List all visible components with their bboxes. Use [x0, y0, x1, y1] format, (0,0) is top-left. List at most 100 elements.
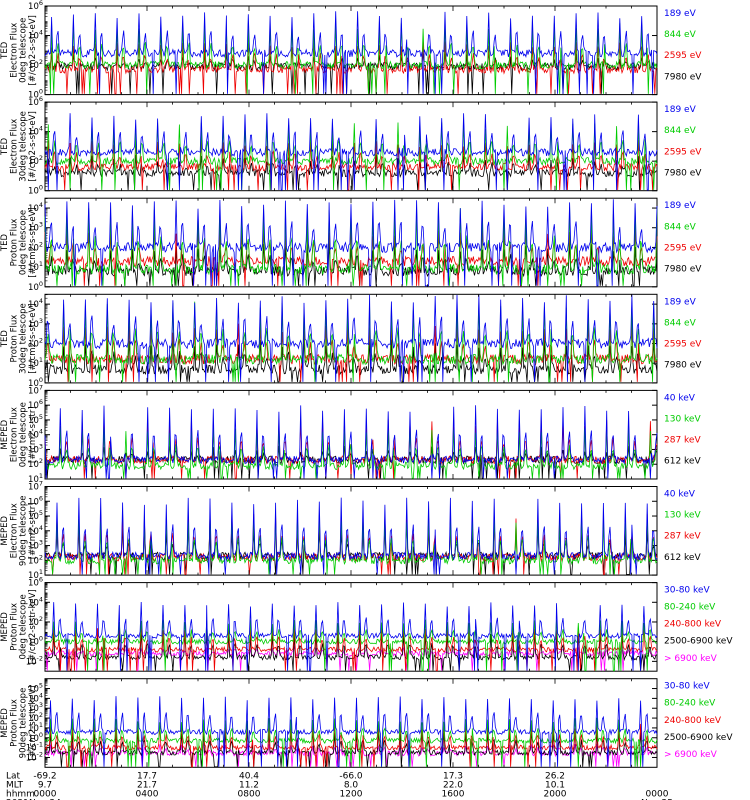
x-tick-label: 0400 — [136, 789, 159, 799]
x-tick-label: 9.7 — [38, 780, 52, 790]
panel-3-ylabel: TEDProton Flux0deg telescope[#/cm2-s-str… — [0, 207, 38, 277]
panel-2-ylabel: TEDElectron Flux30deg telescope[#/cm2-s-… — [0, 111, 38, 182]
panel-2-series-2 — [44, 139, 658, 191]
panel-5-legend-item: 612 keV — [664, 457, 701, 467]
x-tick-label: 22.0 — [443, 780, 463, 790]
x-tick-label: 17.7 — [137, 771, 157, 781]
panel-4-ytick-label: 104 — [28, 297, 43, 310]
x-tick-label: -69.2 — [33, 771, 56, 781]
panel-8-ytick-label: 104 — [28, 691, 43, 704]
panel-5-legend-item: 130 keV — [664, 414, 701, 424]
panel-7-legend-item: 30-80 keV — [664, 586, 710, 596]
panel-6-legend-item: 130 keV — [664, 511, 701, 521]
panel-4-legend-item: 844 eV — [664, 318, 697, 328]
x-row-label-2021: 2021 — [6, 798, 29, 800]
panel-4-legend-item: 189 eV — [664, 297, 697, 307]
panel-6-ytick-label: 104 — [28, 524, 43, 537]
panel-1-legend-item: 7980 eV — [664, 72, 702, 82]
panel-5-ytick-label: 105 — [28, 413, 43, 426]
x-tick-label: 1200 — [340, 789, 363, 799]
panel-5-ytick-label: 102 — [28, 457, 43, 470]
panel-6-ylabel: MEPEDElectron Flux90deg telescope[#/cm2-… — [0, 495, 38, 566]
panel-3-series-1 — [44, 242, 658, 287]
panel-7-series-4 — [44, 619, 658, 672]
panel-1-series-4 — [44, 11, 658, 94]
x-row-label-lat: Lat — [6, 771, 21, 781]
panel-4-legend-item: 7980 eV — [664, 361, 702, 371]
panel-7-legend-item: 240-800 keV — [664, 620, 722, 630]
panel-5-series-4 — [44, 405, 658, 479]
x-row-label-mlt: MLT — [6, 780, 24, 790]
x-tick-label: 0000 — [34, 789, 57, 799]
x-tick-label: 8.0 — [344, 780, 359, 790]
panel-5-ylabel: MEPEDElectron Flux0deg telescope[#/cm2-s… — [0, 402, 38, 467]
panel-5-ytick-label: 104 — [28, 428, 43, 441]
panel-7-ytick-label: 10-2 — [26, 654, 43, 667]
panel-7-legend-item: 2500-6900 keV — [664, 637, 733, 647]
panel-2-ytick-label: 102 — [28, 154, 43, 167]
panel-6-series-3 — [44, 515, 658, 575]
panel-8-ytick-label: 100 — [28, 731, 43, 744]
panel-1-legend-item: 189 eV — [664, 9, 697, 19]
panel-4-ytick-label: 103 — [28, 317, 43, 330]
panel-2-ytick-label: 100 — [28, 184, 43, 197]
panel-6-ytick-label: 106 — [28, 494, 43, 507]
panel-8-ylabel: MEPEDProton Flux90deg telescope[#/cm2-s-… — [0, 686, 38, 761]
panel-7-ytick-label: 106 — [28, 576, 43, 589]
panel-7-legend-item: 80-240 keV — [664, 603, 716, 613]
x-row-label-hhmm: hhmm — [6, 789, 35, 799]
panel-7-ytick-label: 100 — [28, 635, 43, 648]
panel-3-series-4 — [44, 199, 658, 287]
x-tick-label: 10.1 — [545, 780, 565, 790]
panel-3-ytick-label: 101 — [28, 260, 43, 273]
panel-3-ytick-label: 103 — [28, 221, 43, 234]
panel-7-ytick-label: 104 — [28, 595, 43, 608]
panel-6-ytick-label: 105 — [28, 509, 43, 522]
panel-5-ytick-label: 103 — [28, 442, 43, 455]
panel-8-ytick-label: 103 — [28, 701, 43, 714]
panel-3-ytick-label: 104 — [28, 201, 43, 214]
panel-1-legend-item: 844 eV — [664, 30, 697, 40]
panel-4-ytick-label: 102 — [28, 337, 43, 350]
panel-6-ytick-label: 103 — [28, 539, 43, 552]
x-tick-label: 11.2 — [239, 780, 259, 790]
panel-8-legend-item: > 6900 keV — [664, 750, 718, 760]
panel-2-series-1 — [44, 154, 658, 191]
panel-3-legend-item: 2595 eV — [664, 243, 702, 253]
panel-8-legend-item: 80-240 keV — [664, 699, 716, 709]
panel-8-series-3 — [44, 723, 658, 768]
panel-8-legend-item: 240-800 keV — [664, 716, 722, 726]
panel-5-ytick-label: 107 — [28, 383, 43, 396]
panel-2-series-4 — [44, 113, 658, 191]
panel-6-legend-item: 40 keV — [664, 490, 696, 500]
panel-8-ytick-label: 10-2 — [26, 750, 43, 763]
panel-2-ytick-label: 106 — [28, 95, 43, 108]
x-tick-label: 40.4 — [239, 771, 259, 781]
panel-8-ytick-label: 101 — [28, 721, 43, 734]
x-tick-label: 0000 — [646, 789, 669, 799]
panel-1-series-3 — [44, 23, 658, 94]
panel-4-ytick-label: 101 — [28, 356, 43, 369]
panel-5-ytick-label: 106 — [28, 398, 43, 411]
panel-1-legend-item: 2595 eV — [664, 51, 702, 61]
panel-8-ytick-label: 102 — [28, 711, 43, 724]
panel-6-legend-item: 612 keV — [664, 553, 701, 563]
panel-1-ytick-label: 102 — [28, 58, 43, 71]
x-tick-label: -66.0 — [339, 771, 363, 781]
panel-1-ylabel: TEDElectron Flux0deg telescope[#/cm2-s-s… — [0, 15, 38, 85]
panel-3-legend-item: 844 eV — [664, 222, 697, 232]
panel-2-series-3 — [44, 122, 658, 191]
panel-4-ytick-label: 100 — [28, 376, 43, 389]
panel-4-legend-item: 2595 eV — [664, 339, 702, 349]
panel-8-legend-item: 30-80 keV — [664, 682, 710, 692]
x-tick-label: 17.3 — [443, 771, 463, 781]
panel-3-ytick-label: 100 — [28, 280, 43, 293]
panel-5-legend-item: 287 keV — [664, 436, 701, 446]
panel-7-series-3 — [44, 625, 658, 672]
panel-7-ylabel: MEPEDProton Flux0deg telescope[#/cm2-s-s… — [0, 589, 38, 664]
panel-2-ytick-label: 104 — [28, 125, 43, 138]
x-tick-label: 2000 — [544, 789, 567, 799]
panel-1-ytick-label: 100 — [28, 88, 43, 101]
panel-3-ytick-label: 102 — [28, 240, 43, 253]
x-tick-label: Nov 25 — [641, 798, 673, 800]
